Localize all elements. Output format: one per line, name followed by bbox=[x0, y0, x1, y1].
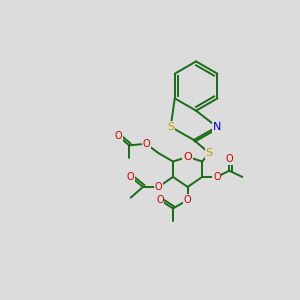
Text: N: N bbox=[213, 122, 221, 132]
Text: O: O bbox=[213, 172, 221, 182]
Text: O: O bbox=[115, 131, 122, 141]
Text: O: O bbox=[184, 195, 191, 205]
Text: O: O bbox=[154, 182, 162, 192]
Text: S: S bbox=[206, 148, 213, 158]
Text: O: O bbox=[225, 154, 233, 164]
Text: O: O bbox=[183, 152, 192, 162]
Text: S: S bbox=[167, 122, 174, 132]
Text: O: O bbox=[142, 139, 150, 149]
Text: O: O bbox=[156, 195, 164, 205]
Text: O: O bbox=[127, 172, 134, 182]
